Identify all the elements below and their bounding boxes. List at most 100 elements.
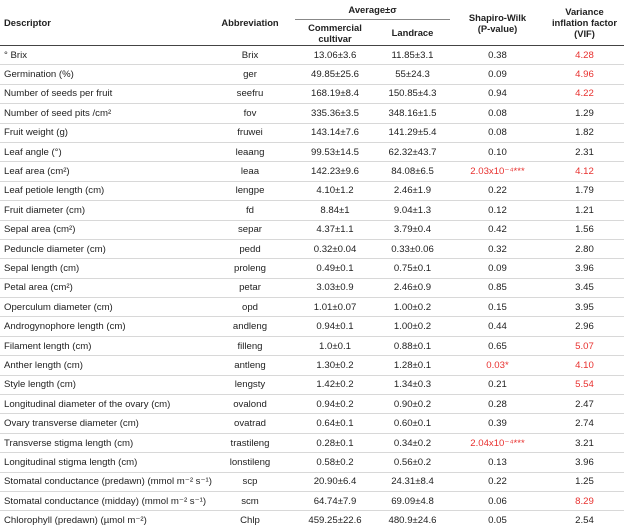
header-cell: Descriptor (0, 0, 205, 46)
table-row: Stomatal conductance (midday) (mmol m⁻² … (0, 491, 624, 512)
abbreviation: opd (205, 297, 295, 318)
commercial-value: 168.19±8.4 (295, 84, 375, 105)
landrace-value: 150.85±4.3 (375, 84, 450, 105)
abbreviation: petar (205, 278, 295, 299)
table-row: Number of seeds per fruit seefru 168.19±8.… (0, 84, 624, 105)
descriptor: Sepal length (cm) (0, 258, 205, 279)
vif-value: 4.10 (545, 355, 624, 376)
abbreviation: lonstileng (205, 452, 295, 473)
abbreviation: separ (205, 220, 295, 240)
landrace-value: 84.08±6.5 (375, 161, 450, 182)
shapiro-value: 0.38 (450, 45, 545, 66)
commercial-value: 143.14±7.6 (295, 123, 375, 143)
header-cell: Variance inflation factor (VIF) (545, 0, 624, 46)
descriptor: Number of seed pits /cm² (0, 103, 205, 124)
landrace-value: 11.85±3.1 (375, 45, 450, 66)
commercial-value: 8.84±1 (295, 200, 375, 221)
shapiro-value: 0.08 (450, 123, 545, 143)
shapiro-value: 0.03* (450, 355, 545, 376)
vif-value: 3.21 (545, 433, 624, 454)
commercial-value: 0.94±0.1 (295, 316, 375, 337)
commercial-value: 99.53±14.5 (295, 142, 375, 163)
vif-value: 2.96 (545, 316, 624, 337)
commercial-value: 4.37±1.1 (295, 220, 375, 240)
descriptor: Leaf angle (°) (0, 142, 205, 163)
vif-value: 5.07 (545, 336, 624, 357)
landrace-value: 480.9±24.6 (375, 510, 450, 530)
vif-value: 1.29 (545, 103, 624, 124)
vif-value: 4.22 (545, 84, 624, 105)
shapiro-value: 0.32 (450, 239, 545, 260)
table-row: Peduncle diameter (cm) pedd 0.32±0.04 0.33±… (0, 239, 624, 260)
descriptor: Germination (%) (0, 64, 205, 85)
shapiro-value: 0.94 (450, 84, 545, 105)
table-row: Leaf angle (°) leaang 99.53±14.5 62.32±43.7… (0, 142, 624, 163)
header-cell: Average±σ (295, 0, 450, 20)
commercial-value: 1.0±0.1 (295, 336, 375, 357)
abbreviation: filleng (205, 336, 295, 357)
commercial-value: 142.23±9.6 (295, 161, 375, 182)
landrace-value: 0.60±0.1 (375, 413, 450, 434)
landrace-value: 24.31±8.4 (375, 472, 450, 492)
landrace-value: 1.00±0.2 (375, 297, 450, 318)
vif-value: 2.74 (545, 413, 624, 434)
descriptor: Longitudinal diameter of the ovary (cm) (0, 394, 205, 415)
shapiro-value: 0.85 (450, 278, 545, 299)
abbreviation: leaa (205, 161, 295, 182)
header-cell: Abbreviation (205, 0, 295, 46)
table-row: Chlorophyll (predawn) (µmol m⁻²) Chlp 459.… (0, 510, 624, 530)
vif-value: 1.25 (545, 472, 624, 492)
shapiro-value: 0.42 (450, 220, 545, 240)
descriptor: Fruit diameter (cm) (0, 200, 205, 221)
shapiro-value: 0.39 (450, 413, 545, 434)
descriptor: Stomatal conductance (predawn) (mmol m⁻²… (0, 472, 212, 492)
table-row: Anther length (cm) antleng 1.30±0.2 1.28±0.… (0, 355, 624, 376)
vif-value: 2.80 (545, 239, 624, 260)
landrace-value: 0.88±0.1 (375, 336, 450, 357)
table-row: Leaf petiole length (cm) lengpe 4.10±1.2 2.… (0, 181, 624, 202)
abbreviation: fruwei (205, 123, 295, 143)
descriptor: Longitudinal stigma length (cm) (0, 452, 205, 473)
table-row: Leaf area (cm²) leaa 142.23±9.6 84.08±6.5 2.… (0, 161, 624, 182)
abbreviation: antleng (205, 355, 295, 376)
landrace-value: 62.32±43.7 (375, 142, 450, 163)
descriptor: Leaf petiole length (cm) (0, 181, 205, 202)
shapiro-value: 0.65 (450, 336, 545, 357)
descriptor: Petal area (cm²) (0, 278, 205, 299)
vif-value: 2.47 (545, 394, 624, 415)
commercial-value: 1.30±0.2 (295, 355, 375, 376)
commercial-value: 0.94±0.2 (295, 394, 375, 415)
landrace-value: 3.79±0.4 (375, 220, 450, 240)
vif-value: 3.96 (545, 258, 624, 279)
descriptor: Fruit weight (g) (0, 123, 205, 143)
header-cell: Landrace (375, 19, 450, 46)
shapiro-value: 0.21 (450, 375, 545, 396)
shapiro-value: 0.08 (450, 103, 545, 124)
descriptor: Androgynophore length (cm) (0, 316, 205, 337)
shapiro-value: 0.22 (450, 472, 545, 492)
descriptor: Ovary transverse diameter (cm) (0, 413, 205, 434)
vif-value: 4.96 (545, 64, 624, 85)
descriptor: ° Brix (0, 45, 205, 66)
table-row: Number of seed pits /cm² fov 335.36±3.5 348… (0, 103, 624, 124)
abbreviation: fd (205, 200, 295, 221)
landrace-value: 2.46±0.9 (375, 278, 450, 299)
abbreviation: Chlp (205, 510, 295, 530)
abbreviation: scm (205, 491, 295, 512)
shapiro-value: 0.10 (450, 142, 545, 163)
table-row: Sepal length (cm) proleng 0.49±0.1 0.75±0.1… (0, 258, 624, 279)
commercial-value: 459.25±22.6 (295, 510, 375, 530)
abbreviation: fov (205, 103, 295, 124)
descriptor: Stomatal conductance (midday) (mmol m⁻² … (0, 491, 206, 512)
commercial-value: 335.36±3.5 (295, 103, 375, 124)
shapiro-value: 0.44 (450, 316, 545, 337)
landrace-value: 141.29±5.4 (375, 123, 450, 143)
shapiro-value: 0.09 (450, 64, 545, 85)
table-row: Style length (cm) lengsty 1.42±0.2 1.34±0.3… (0, 375, 624, 396)
table-row: ° Brix Brix 13.06±3.6 11.85±3.1 0.38 4.28 (0, 45, 624, 66)
abbreviation: seefru (205, 84, 295, 105)
abbreviation: ger (205, 64, 295, 85)
table-row: Petal area (cm²) petar 3.03±0.9 2.46±0.9 0.8… (0, 278, 624, 299)
